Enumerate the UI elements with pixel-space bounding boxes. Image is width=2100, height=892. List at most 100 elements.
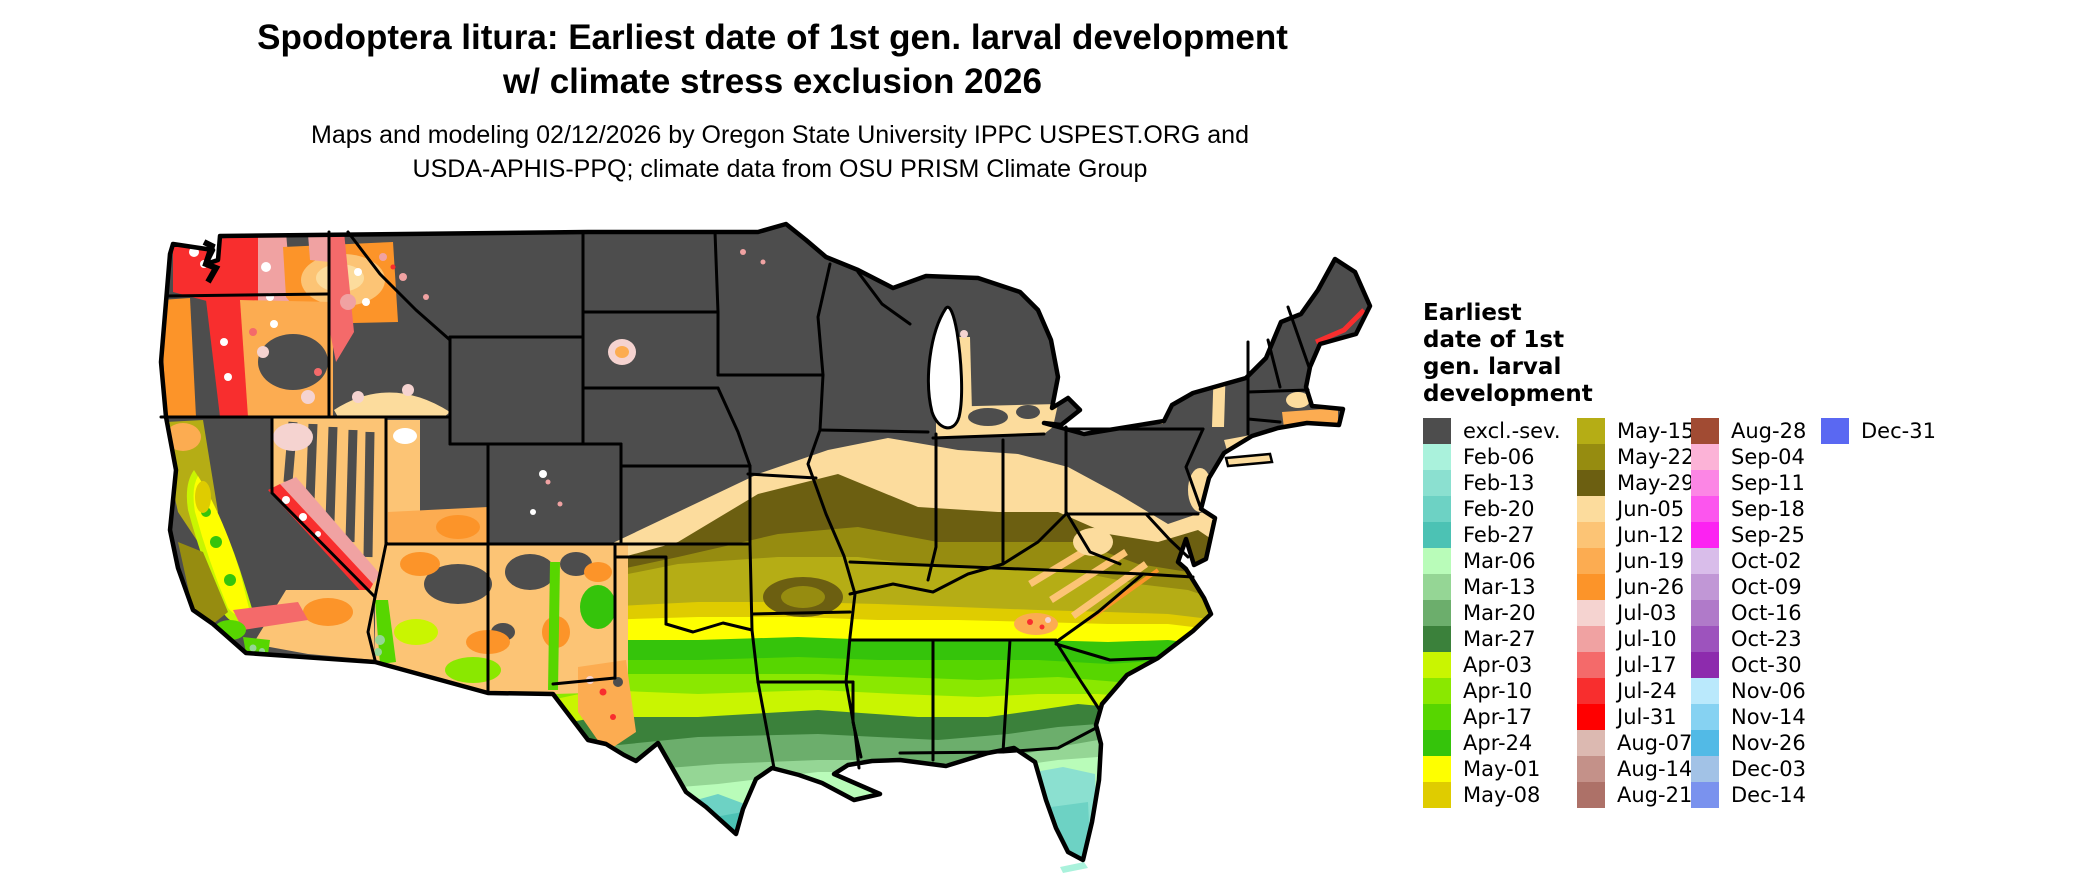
legend-entry: Aug-14 [1577,756,1694,782]
us-outline [158,221,1373,863]
zone-sierra-white3 [315,531,321,537]
legend-entry-label: Jun-05 [1617,497,1685,521]
legend-entry: Sep-11 [1691,470,1806,496]
zone-co-pink1 [545,479,551,485]
legend-entry: Nov-06 [1691,678,1806,704]
zone-wtx-red1 [599,688,607,696]
legend-entry-label: Sep-25 [1731,523,1805,547]
legend-entry: Jul-03 [1577,600,1694,626]
legend-entry-label: Sep-18 [1731,497,1805,521]
legend-swatch [1423,548,1451,574]
legend-swatch [1691,730,1719,756]
legend-entry: May-22 [1577,444,1694,470]
zone-nd-speck1 [740,249,746,255]
legend-swatch [1577,418,1605,444]
legend-entry: Sep-25 [1691,522,1806,548]
zone-hudson-tan [1212,362,1226,427]
legend-swatch [1423,782,1451,808]
zone-mi-gray-hole1 [968,408,1008,426]
legend-swatch [1577,704,1605,730]
legend-entry: Apr-03 [1423,652,1561,678]
nodata-rockies1 [539,470,547,478]
zone-river-teal1 [375,635,385,645]
legend-entry: May-08 [1423,782,1561,808]
legend-entry-label: Oct-30 [1731,653,1802,677]
legend-entry: Apr-17 [1423,704,1561,730]
legend-entry-label: May-15 [1617,419,1695,443]
nodata-cascade1 [261,262,271,272]
legend-entry-label: Oct-09 [1731,575,1802,599]
legend-entry: Sep-04 [1691,444,1806,470]
map-subtitle-line2: USDA-APHIS-PPQ; climate data from OSU PR… [412,155,1148,183]
legend-title-line: development [1423,381,1593,407]
legend-entry: Oct-16 [1691,600,1806,626]
zone-sierra-white2 [299,513,307,521]
zone-wny-gray2 [1088,406,1108,418]
long-island [1224,452,1274,468]
legend-swatch [1423,418,1451,444]
legend-entry-label: Feb-27 [1463,523,1535,547]
legend-entry-label: excl.-sev. [1463,419,1561,443]
legend-entry-label: May-29 [1617,471,1695,495]
zone-ozarks-olive [781,586,825,608]
legend-swatch [1577,522,1605,548]
legend-entry-label: Sep-04 [1731,445,1805,469]
legend-swatch [1691,548,1719,574]
legend-entry-label: Sep-11 [1731,471,1805,495]
legend-swatch [1423,652,1451,678]
legend-swatch [1691,704,1719,730]
legend-entry: Jul-10 [1577,626,1694,652]
legend-entry: Jun-19 [1577,548,1694,574]
band-mar-20 [458,724,1370,860]
legend-entry: Dec-03 [1691,756,1806,782]
legend-entry-label: Jul-10 [1617,627,1677,651]
legend-entry-label: Oct-23 [1731,627,1802,651]
legend-entry: excl.-sev. [1423,418,1561,444]
legend-entry-label: Nov-26 [1731,731,1806,755]
legend-swatch [1691,756,1719,782]
legend-entry-label: Feb-20 [1463,497,1535,521]
zone-snake-pink1 [352,391,364,403]
legend-column: Dec-31 [1821,418,1936,444]
legend-entry-label: May-22 [1617,445,1695,469]
legend-entry: Mar-27 [1423,626,1561,652]
nodata-rockies2 [530,509,536,515]
legend-swatch [1423,600,1451,626]
legend-entry: Jul-17 [1577,652,1694,678]
zone-nd-speck2 [760,259,766,265]
legend-swatch [1691,678,1719,704]
legend-entry-label: Mar-06 [1463,549,1536,573]
zone-smokies-red2 [1039,624,1045,630]
legend-entry-label: Nov-14 [1731,705,1806,729]
legend-entry-label: Apr-10 [1463,679,1533,703]
zone-smokies-orange [1014,613,1058,635]
legend-entry: Apr-10 [1423,678,1561,704]
zone-co-pink2 [557,501,563,507]
zone-or-red2 [314,368,322,376]
zone-valley-green1 [210,536,222,548]
legend-swatch [1577,678,1605,704]
zone-se-az-green [445,657,501,683]
legend-title-line: date of 1st [1423,327,1565,353]
legend-entry-label: Nov-06 [1731,679,1806,703]
legend-swatch [1691,652,1719,678]
zone-ccoast-olive [178,542,228,624]
zone-ne-wa-pink [308,232,330,262]
legend-entry: Aug-07 [1577,730,1694,756]
legend-title-line: gen. larval [1423,354,1562,380]
zone-valley-green2 [224,574,236,586]
legend-swatch [1423,678,1451,704]
legend-entry: Oct-09 [1691,574,1806,600]
zone-phoenix-chartreuse [394,619,438,645]
zone-smokies-red1 [1027,619,1033,625]
zone-mt-red [390,264,396,270]
legend-swatch [1577,652,1605,678]
zone-or-cascade-red [206,298,250,417]
legend-entry: Jul-31 [1577,704,1694,730]
legend-swatch [1577,782,1605,808]
zone-or-pink1 [257,346,269,358]
legend-swatch [1577,730,1605,756]
legend-swatch [1691,496,1719,522]
zone-mi-gray-hole2 [1016,405,1040,419]
